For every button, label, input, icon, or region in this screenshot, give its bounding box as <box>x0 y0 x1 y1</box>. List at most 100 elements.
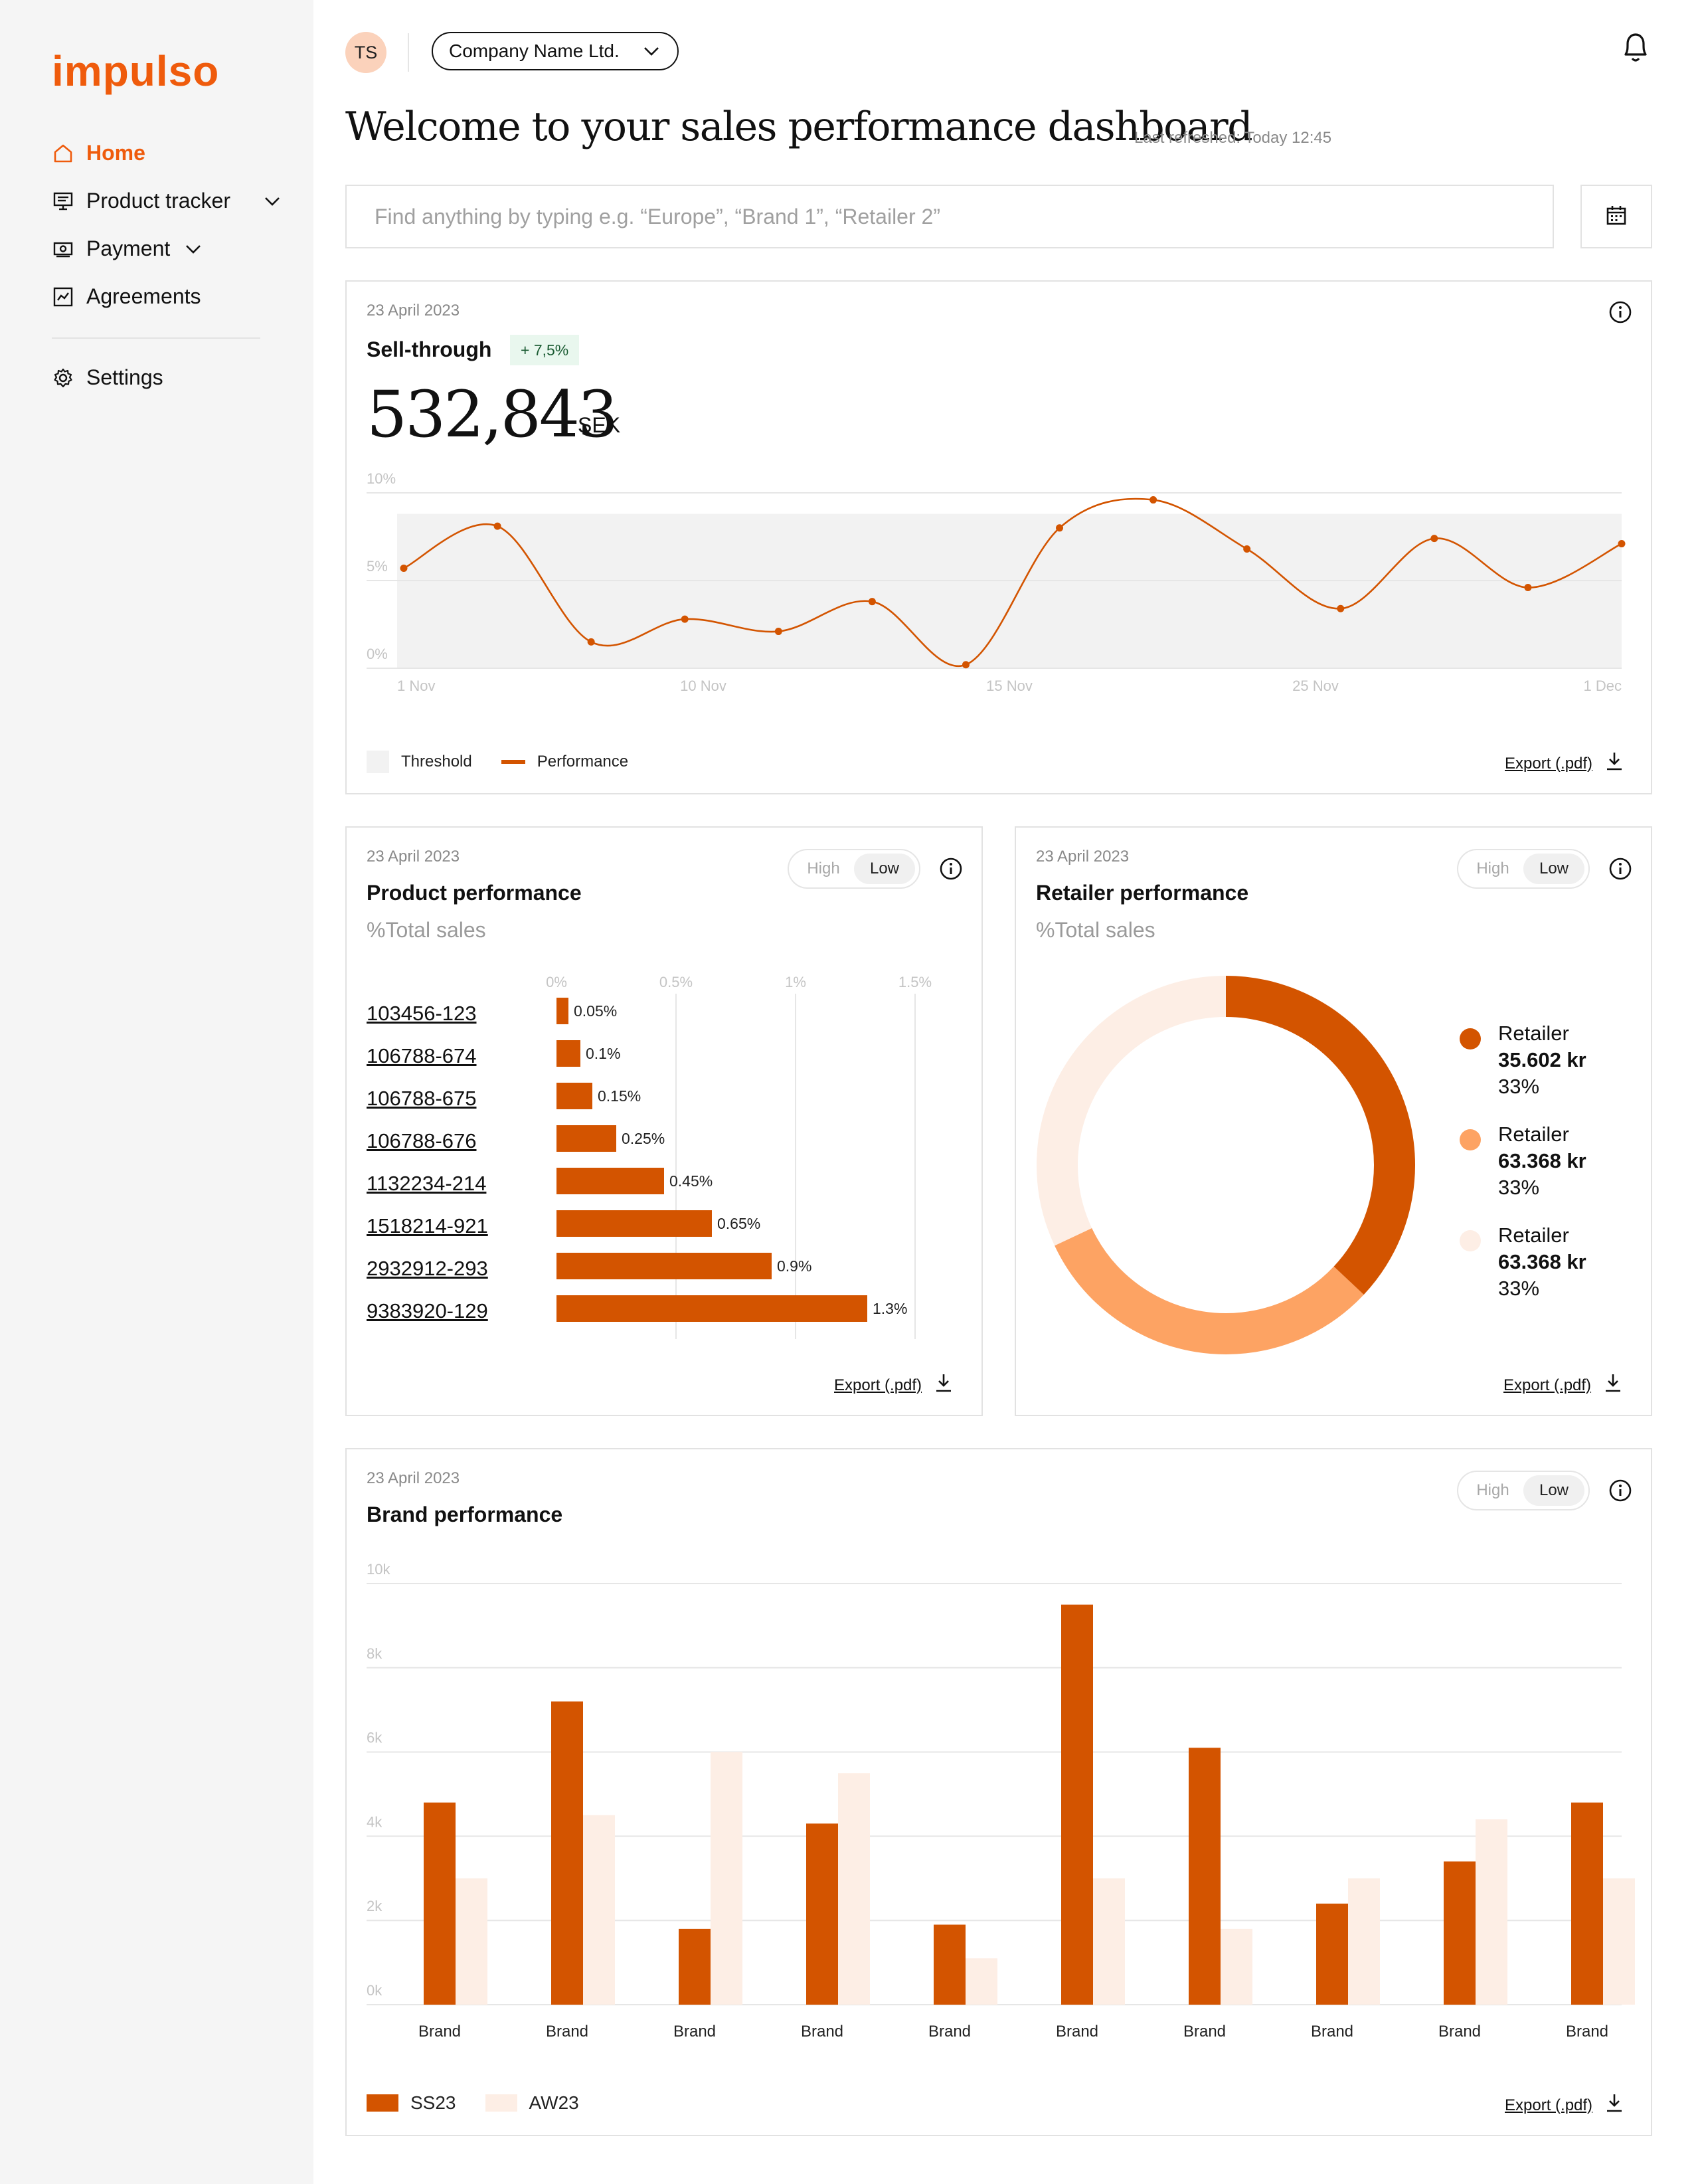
x-tick-label: 1 Nov <box>397 678 435 694</box>
bar-value-label: 0.45% <box>669 1172 713 1190</box>
performance-point <box>1149 496 1157 504</box>
y-tick-label: 2k <box>367 1898 382 1914</box>
toggle-low[interactable]: Low <box>1523 1475 1584 1506</box>
ss23-bar <box>934 1924 966 2005</box>
ss23-bar <box>1571 1802 1603 2005</box>
sidebar-item-home[interactable]: Home <box>52 141 145 165</box>
sidebar-item-label: Payment <box>86 236 171 260</box>
card-date: 23 April 2023 <box>367 1469 460 1487</box>
currency-unit: SEK <box>578 413 621 437</box>
product-bar <box>556 998 568 1024</box>
toggle-low[interactable]: Low <box>1523 854 1584 884</box>
change-badge: + 7,5% <box>510 335 580 365</box>
y-tick-label: 10k <box>367 1561 390 1578</box>
search-placeholder: Find anything by typing e.g. “Europe”, “… <box>375 204 940 228</box>
threshold-swatch <box>367 751 389 773</box>
high-low-toggle[interactable]: High Low <box>788 849 920 889</box>
sidebar-item-label: Home <box>86 141 145 165</box>
performance-point <box>400 565 408 573</box>
product-link[interactable]: 106788-676 <box>367 1129 477 1152</box>
high-low-toggle[interactable]: High Low <box>1457 849 1590 889</box>
x-tick-label: 10 Nov <box>680 678 726 694</box>
info-icon[interactable] <box>1608 1479 1632 1502</box>
search-input[interactable]: Find anything by typing e.g. “Europe”, “… <box>345 185 1554 248</box>
calendar-button[interactable] <box>1580 185 1652 248</box>
last-refreshed: Last refreshed: Today 12:45 <box>1134 129 1332 147</box>
x-tick-label: 15 Nov <box>986 678 1033 694</box>
category-label: Brand <box>1566 2023 1608 2041</box>
export-label: Export (.pdf) <box>1505 2096 1593 2114</box>
category-label: Brand <box>1311 2023 1353 2041</box>
product-link[interactable]: 106788-675 <box>367 1087 477 1110</box>
export-label: Export (.pdf) <box>1505 754 1593 773</box>
toggle-high[interactable]: High <box>807 860 840 877</box>
retailer-value: 35.602 kr <box>1498 1048 1586 1071</box>
y-tick-label: 5% <box>367 558 388 575</box>
avatar[interactable]: TS <box>345 32 386 73</box>
product-link[interactable]: 2932912-293 <box>367 1257 488 1280</box>
sell-through-card: 23 April 2023 Sell-through + 7,5% 532,84… <box>345 280 1652 794</box>
toggle-high[interactable]: High <box>1476 1481 1509 1499</box>
category-label: Brand <box>928 2023 971 2041</box>
aw23-bar <box>1476 1819 1507 2005</box>
performance-point <box>1243 545 1251 553</box>
export-pdf-link[interactable]: Export (.pdf) <box>834 1372 954 1398</box>
product-link[interactable]: 103456-123 <box>367 1002 477 1025</box>
legend-aw23: AW23 <box>485 2092 579 2114</box>
product-bar <box>556 1295 867 1322</box>
export-pdf-link[interactable]: Export (.pdf) <box>1503 1372 1623 1398</box>
y-tick-label: 10% <box>367 470 396 487</box>
card-date: 23 April 2023 <box>1036 848 1130 865</box>
high-low-toggle[interactable]: High Low <box>1457 1471 1590 1510</box>
download-icon <box>1604 2092 1624 2118</box>
chart-legend: Threshold Performance <box>367 751 657 773</box>
bar-value-label: 0.15% <box>598 1087 641 1105</box>
legend-threshold: Threshold <box>367 751 472 773</box>
bell-icon[interactable] <box>1619 29 1652 65</box>
sidebar-item-settings[interactable]: Settings <box>52 365 163 390</box>
retailer-pct: 33% <box>1498 1277 1540 1300</box>
product-link[interactable]: 9383920-129 <box>367 1299 488 1322</box>
performance-point <box>962 661 970 669</box>
company-selector[interactable]: Company Name Ltd. <box>432 32 679 70</box>
product-link[interactable]: 1132234-214 <box>367 1172 487 1195</box>
y-tick-label: 4k <box>367 1813 382 1830</box>
donut-slice <box>1225 976 1415 1295</box>
x-tick-label: 0.5% <box>659 974 693 990</box>
sidebar-item-label: Settings <box>86 365 163 389</box>
y-tick-label: 0k <box>367 1982 382 1999</box>
ss23-bar <box>1316 1903 1348 2005</box>
card-subtitle: %Total sales <box>1036 918 1155 942</box>
retailer-value: 63.368 kr <box>1498 1250 1586 1273</box>
donut-slice <box>1037 976 1227 1246</box>
y-tick-label: 8k <box>367 1645 382 1662</box>
info-icon[interactable] <box>939 857 963 881</box>
logo[interactable]: impulso <box>52 47 220 95</box>
product-link[interactable]: 1518214-921 <box>367 1214 488 1237</box>
legend-dot <box>1460 1028 1481 1049</box>
export-pdf-link[interactable]: Export (.pdf) <box>1505 751 1624 776</box>
sidebar-item-product-tracker[interactable]: Product tracker <box>52 189 282 213</box>
retailer-pct: 33% <box>1498 1176 1540 1199</box>
sidebar-item-payment[interactable]: Payment <box>52 236 203 261</box>
chevron-down-icon[interactable] <box>183 239 203 259</box>
card-title: Retailer performance <box>1036 881 1249 905</box>
bar-value-label: 0.25% <box>622 1130 665 1147</box>
performance-point <box>1056 524 1064 532</box>
bar-value-label: 0.9% <box>777 1257 811 1275</box>
chevron-down-icon[interactable] <box>262 191 282 211</box>
info-icon[interactable] <box>1608 300 1632 324</box>
product-bar <box>556 1125 616 1152</box>
toggle-high[interactable]: High <box>1476 860 1509 877</box>
toggle-low[interactable]: Low <box>854 854 915 884</box>
topbar-divider <box>408 33 409 72</box>
ss23-bar <box>424 1802 456 2005</box>
aw23-bar <box>456 1878 487 2005</box>
export-pdf-link[interactable]: Export (.pdf) <box>1505 2092 1624 2118</box>
sidebar-item-agreements[interactable]: Agreements <box>52 284 201 309</box>
performance-point <box>1430 535 1438 543</box>
product-bar <box>556 1040 580 1067</box>
product-link[interactable]: 106788-674 <box>367 1044 477 1067</box>
info-icon[interactable] <box>1608 857 1632 881</box>
y-tick-label: 6k <box>367 1730 382 1746</box>
